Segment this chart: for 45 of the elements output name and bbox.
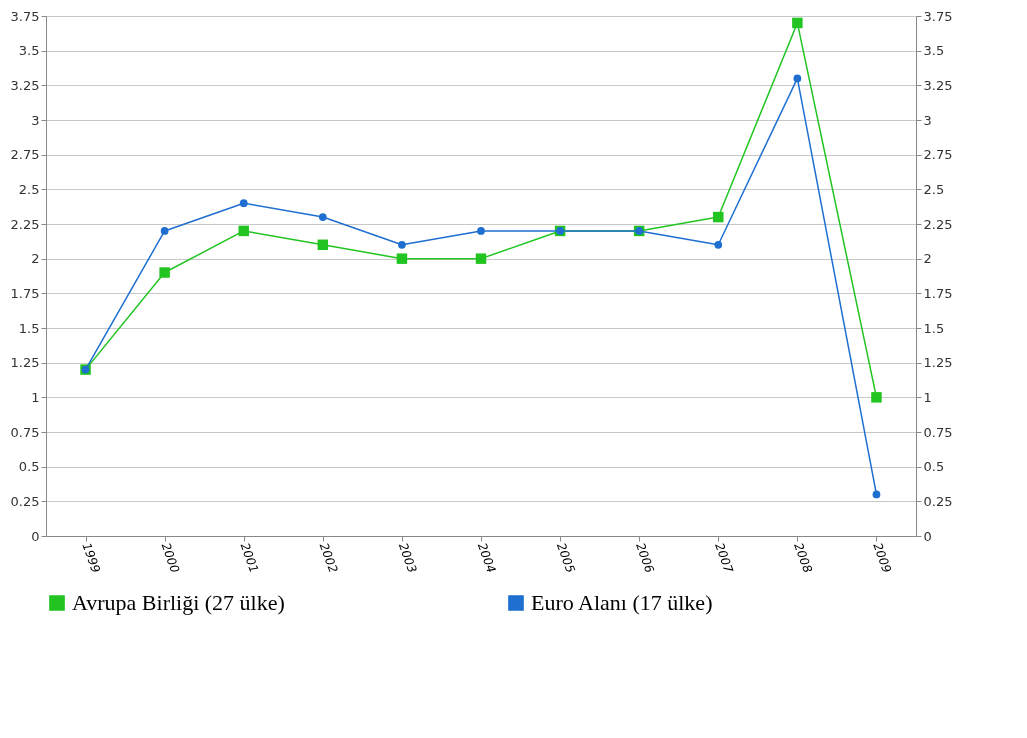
x-tick-label: 2002 — [316, 541, 341, 575]
y2-tick-label: 0.75 — [923, 424, 953, 440]
y2-tick-label: 1 — [923, 389, 932, 405]
y2-tick-label: 1.5 — [923, 320, 945, 336]
y-tick-label: 1.5 — [18, 320, 40, 336]
y2-tick-label: 3.25 — [923, 77, 953, 93]
y2-tick-label: 2 — [923, 251, 932, 267]
legend-label: Euro Alanı (17 ülke) — [531, 590, 713, 615]
y-tick-label: 1 — [31, 389, 40, 405]
x-tick-label: 2001 — [237, 541, 262, 575]
y-tick-label: 3.25 — [10, 77, 40, 93]
x-tick-label: 1999 — [79, 541, 104, 575]
y-tick-label: 0.75 — [10, 424, 40, 440]
y2-tick-label: 3.5 — [923, 43, 945, 59]
y-tick-label: 0 — [31, 528, 40, 544]
x-tick-label: 2003 — [395, 541, 420, 575]
y-tick-label: 2.5 — [18, 181, 40, 197]
y2-tick-label: 1.75 — [923, 285, 953, 301]
y-tick-label: 2.75 — [10, 147, 40, 163]
y-tick-label: 0.25 — [10, 493, 40, 509]
y-tick-label: 1.25 — [10, 355, 40, 371]
y-tick-label: 3 — [31, 112, 40, 128]
y2-tick-label: 2.25 — [923, 216, 953, 232]
y-tick-label: 2.25 — [10, 216, 40, 232]
y2-tick-label: 2.75 — [923, 147, 953, 163]
x-tick-label: 2005 — [554, 541, 578, 575]
y2-tick-label: 0.25 — [923, 493, 953, 509]
legend-label: Avrupa Birliği (27 ülke) — [72, 590, 285, 615]
y2-tick-label: 3.75 — [923, 8, 953, 24]
y-tick-label: 1.75 — [10, 285, 40, 301]
x-tick-label: 2006 — [633, 541, 657, 575]
y-tick-label: 2 — [31, 251, 40, 267]
y2-tick-label: 2.5 — [923, 181, 945, 197]
y2-tick-label: 1.25 — [923, 355, 953, 371]
x-tick-label: 2007 — [712, 541, 736, 575]
y-tick-label: 0.5 — [18, 459, 40, 475]
x-tick-label: 2004 — [474, 541, 499, 575]
x-tick-label: 2000 — [158, 541, 183, 575]
y2-tick-label: 3 — [923, 112, 932, 128]
y2-tick-label: 0 — [923, 528, 932, 544]
x-tick-label: 2008 — [791, 541, 816, 575]
y-tick-label: 3.75 — [10, 8, 40, 24]
y-tick-label: 3.5 — [18, 43, 40, 59]
y2-tick-label: 0.5 — [923, 459, 945, 475]
x-tick-label: 2009 — [870, 541, 894, 575]
